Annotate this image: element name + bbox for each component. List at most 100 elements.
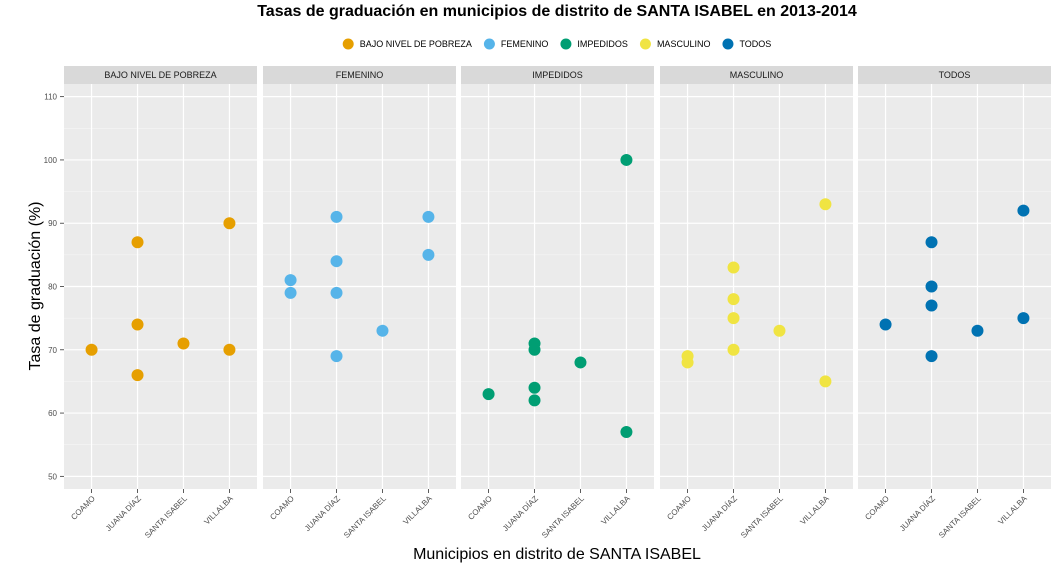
legend-key [342, 38, 354, 50]
data-point [131, 318, 144, 331]
x-tick-label: SANTA ISABEL [739, 494, 785, 540]
chart-title: Tasas de graduación en municipios de dis… [257, 3, 857, 20]
data-point [223, 343, 236, 356]
x-tick-label: SANTA ISABEL [540, 494, 586, 540]
x-tick-label: COAMO [466, 494, 494, 522]
data-point [422, 210, 435, 223]
data-point [131, 236, 144, 249]
facet-panel: FEMENINO COAMO JUANA DÍAZ SANTA ISABEL VILLA… [263, 66, 456, 540]
x-tick-label: SANTA ISABEL [143, 494, 189, 540]
data-point [681, 356, 694, 369]
data-point [574, 356, 587, 369]
facet-strip-label: TODOS [939, 70, 971, 80]
x-tick-label: JUANA DÍAZ [700, 494, 739, 533]
facet-strip [660, 66, 853, 84]
data-point [925, 236, 938, 249]
data-point [925, 350, 938, 363]
x-tick-label: VILLALBA [401, 494, 434, 527]
data-point [620, 426, 633, 439]
data-point [330, 286, 343, 299]
data-point [330, 210, 343, 223]
data-point [528, 381, 541, 394]
x-tick-label: JUANA DÍAZ [501, 494, 540, 533]
facet-strip-label: IMPEDIDOS [532, 70, 583, 80]
data-point [879, 318, 892, 331]
legend-item: TODOS [722, 38, 771, 50]
legend-label: FEMENINO [501, 39, 549, 49]
data-point [528, 394, 541, 407]
data-point [284, 274, 297, 287]
legend-label: TODOS [739, 39, 771, 49]
data-point [528, 343, 541, 356]
legend-key [722, 38, 734, 50]
facet-panel: BAJO NIVEL DE POBREZA COAMO JUANA DÍAZ SANT… [64, 66, 257, 540]
x-tick-label: VILLALBA [202, 494, 235, 527]
facet-strip [461, 66, 654, 84]
data-point [727, 293, 740, 306]
data-point [330, 255, 343, 268]
legend-item: FEMENINO [483, 38, 549, 50]
x-tick-label: VILLALBA [599, 494, 632, 527]
facet-strip-label: BAJO NIVEL DE POBREZA [104, 70, 216, 80]
facet-strip-label: MASCULINO [730, 70, 784, 80]
y-axis: 50 60 70 80 90 100 110 [44, 93, 64, 481]
legend-key [639, 38, 651, 50]
x-tick-label: COAMO [69, 494, 97, 522]
x-tick-label: COAMO [863, 494, 891, 522]
data-point [1017, 312, 1030, 325]
x-tick-label: SANTA ISABEL [342, 494, 388, 540]
y-axis-title: Tasa de graduación (%) [27, 202, 44, 371]
legend-key [483, 38, 495, 50]
x-tick-label: COAMO [268, 494, 296, 522]
data-point [727, 261, 740, 274]
data-point [482, 388, 495, 401]
y-tick-label: 100 [44, 156, 58, 165]
data-point [223, 217, 236, 230]
facet-strip [64, 66, 257, 84]
x-tick-label: SANTA ISABEL [937, 494, 983, 540]
data-point [376, 324, 389, 337]
legend-label: BAJO NIVEL DE POBREZA [360, 39, 472, 49]
x-tick-label: VILLALBA [798, 494, 831, 527]
y-tick-label: 60 [48, 409, 57, 418]
y-tick-label: 90 [48, 219, 57, 228]
data-point [925, 299, 938, 312]
data-point [971, 324, 984, 337]
x-tick-label: JUANA DÍAZ [303, 494, 342, 533]
y-tick-label: 70 [48, 346, 57, 355]
facet-strip [263, 66, 456, 84]
x-tick-label: JUANA DÍAZ [104, 494, 143, 533]
x-tick-label: VILLALBA [996, 494, 1029, 527]
data-point [620, 153, 633, 166]
y-tick-label: 80 [48, 283, 57, 292]
data-point [727, 343, 740, 356]
data-point [85, 343, 98, 356]
legend-label: MASCULINO [657, 39, 711, 49]
facet-strip [858, 66, 1051, 84]
facet-strip-label: FEMENINO [336, 70, 384, 80]
facet-panel: MASCULINO COAMO JUANA DÍAZ SANTA ISABEL VILL… [660, 66, 853, 540]
legend: BAJO NIVEL DE POBREZA FEMENINO IMPEDIDOS MA… [342, 38, 771, 50]
data-point [284, 286, 297, 299]
legend-item: MASCULINO [639, 38, 711, 50]
legend-item: BAJO NIVEL DE POBREZA [342, 38, 472, 50]
x-tick-label: JUANA DÍAZ [898, 494, 937, 533]
data-point [131, 369, 144, 382]
facet-panel: IMPEDIDOS COAMO JUANA DÍAZ SANTA ISABEL VILL… [461, 66, 654, 540]
y-tick-label: 110 [44, 93, 57, 102]
facet-panel: TODOS COAMO JUANA DÍAZ SANTA ISABEL VILLALBA [858, 66, 1051, 540]
data-point [422, 248, 435, 261]
x-tick-label: COAMO [665, 494, 693, 522]
x-axis-title: Municipios en distrito de SANTA ISABEL [413, 546, 701, 563]
legend-key [560, 38, 572, 50]
legend-item: IMPEDIDOS [560, 38, 628, 50]
data-point [1017, 204, 1030, 217]
legend-label: IMPEDIDOS [577, 39, 628, 49]
data-point [727, 312, 740, 325]
data-point [330, 350, 343, 363]
data-point [773, 324, 786, 337]
data-point [925, 280, 938, 293]
data-point [819, 198, 832, 211]
